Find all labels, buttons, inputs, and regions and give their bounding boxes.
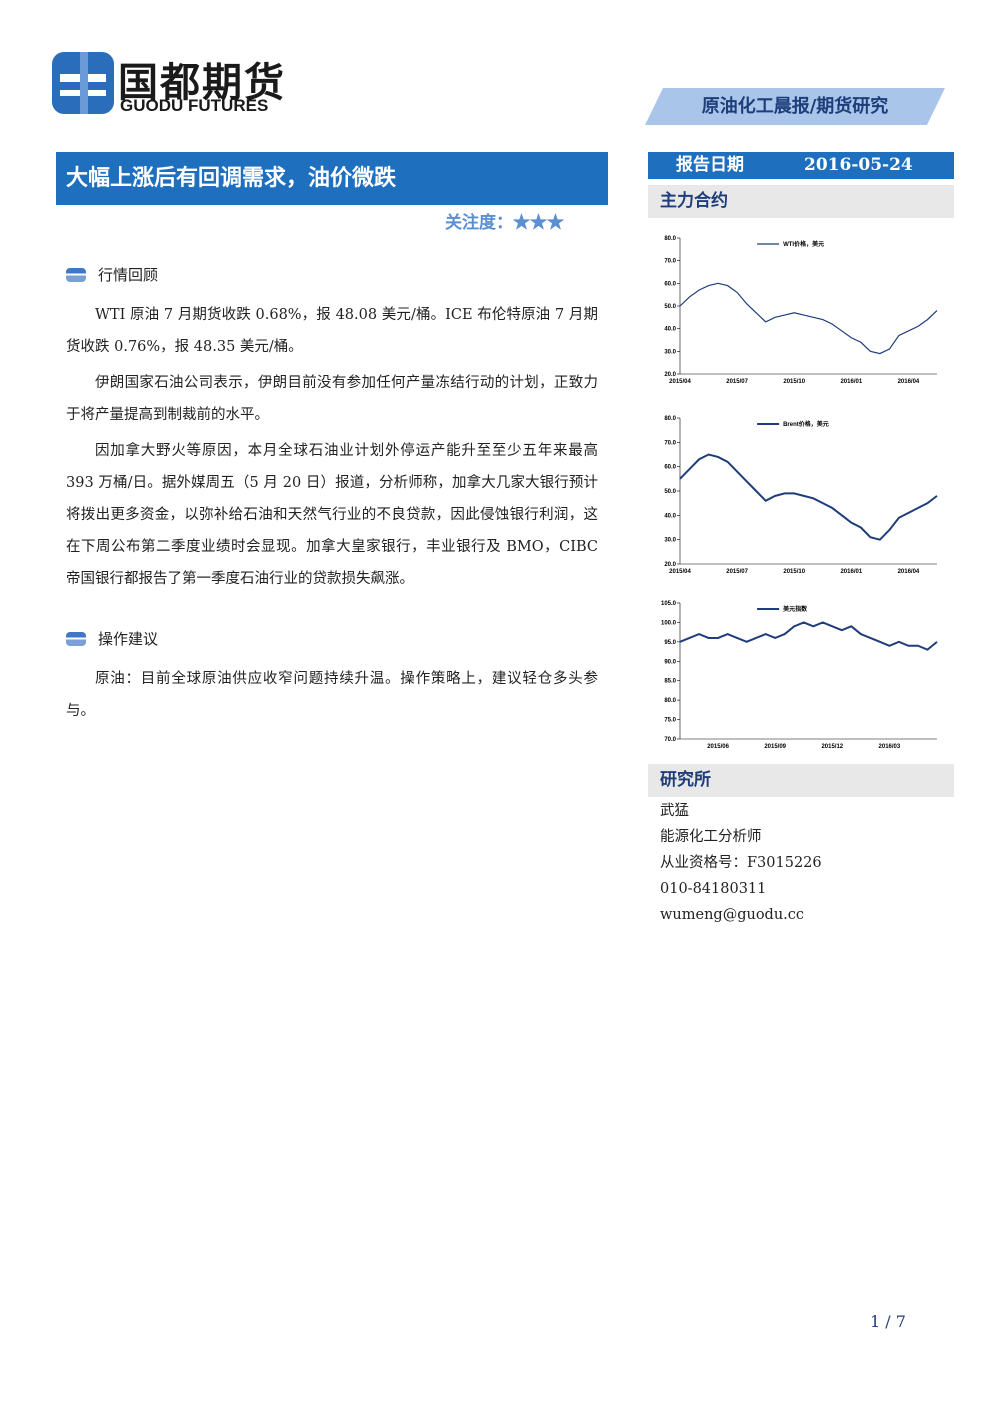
section-heading: 行情回顾	[66, 264, 598, 285]
contact: 能源化工分析师	[660, 829, 762, 845]
attention: 关注度：★★★	[445, 208, 564, 233]
x-tick-label: 2015/12	[821, 744, 843, 750]
y-tick-label: 30.0	[664, 538, 676, 544]
data-line	[679, 621, 938, 651]
x-tick-label: 2016/01	[840, 379, 862, 385]
x-tick-label: 2015/09	[764, 744, 786, 750]
heading-text: 行情回顾	[98, 266, 159, 284]
y-tick-label: 60.0	[664, 465, 676, 471]
x-tick-label: 2015/04	[669, 379, 691, 385]
y-tick-label: 50.0	[664, 489, 676, 495]
contact: 从业资格号：F3015226	[660, 855, 822, 871]
y-tick-label: 100.0	[661, 620, 677, 626]
chart: 20.0 30.0 40.0 50.0 60.0 70.0 80.0 2015/04 2015/…	[664, 236, 938, 385]
x-tick-label: 2015/10	[783, 569, 805, 575]
date-label: 报告日期	[676, 155, 744, 175]
paragraph: 伊朗国家石油公司表示，伊朗目前没有参加任何产量冻结行动的计划，正致力于将产量提高…	[66, 375, 598, 423]
y-tick-label: 50.0	[664, 304, 676, 310]
y-tick-label: 70.0	[664, 259, 676, 265]
legend-label: 美元指数	[782, 605, 808, 613]
section: 操作建议 原油：目前全球原油供应收窄问题持续升温。操作策略上，建议轻仓多头参与。	[66, 628, 598, 731]
y-tick-label: 40.0	[664, 513, 676, 519]
legend-label: Brent价格，美元	[783, 420, 829, 428]
y-tick-label: 105.0	[661, 601, 677, 607]
paragraph: 原油：目前全球原油供应收窄问题持续升温。操作策略上，建议轻仓多头参与。	[66, 671, 598, 719]
date-bar: 报告日期 2016-05-24	[648, 152, 954, 179]
y-tick-label: 95.0	[664, 640, 676, 646]
y-tick-label: 70.0	[664, 440, 676, 446]
y-tick-label: 80.0	[664, 236, 676, 242]
date: 2016-05-24	[804, 155, 913, 175]
y-tick-label: 80.0	[664, 416, 676, 422]
x-tick-label: 2016/04	[898, 379, 920, 385]
y-tick-label: 40.0	[664, 327, 676, 333]
report-type: 原油化工晨报/期货研究	[645, 88, 945, 125]
report-title: 大幅上涨后有回调需求，油价微跌	[56, 152, 608, 205]
section-heading: 操作建议	[66, 628, 598, 649]
research-heading: 研究所	[648, 764, 954, 797]
x-tick-label: 2016/04	[898, 569, 920, 575]
x-tick-label: 2016/03	[879, 744, 901, 750]
x-tick-label: 2015/06	[707, 744, 729, 750]
x-tick-label: 2015/07	[726, 379, 748, 385]
data-line	[679, 282, 938, 355]
legend-label: WTI价格，美元	[783, 240, 824, 248]
contact: wumeng@guodu.cc	[660, 907, 805, 923]
y-tick-label: 30.0	[664, 349, 676, 355]
contacts: 武猛 能源化工分析师 从业资格号：F3015226 010-84180311 w…	[660, 798, 822, 928]
y-tick-label: 60.0	[664, 281, 676, 287]
paragraph: WTI 原油 7 月期货收跌 0.68%，报 48.08 美元/桶。ICE 布伦…	[66, 307, 598, 355]
y-tick-label: 20.0	[664, 372, 676, 378]
attention-stars: ★★★	[513, 213, 564, 233]
y-tick-label: 20.0	[664, 562, 676, 568]
heading-text: 操作建议	[98, 630, 159, 648]
contact: 武猛	[660, 803, 689, 819]
contact: 010-84180311	[660, 881, 767, 897]
logo-en: GUODU FUTURES	[120, 96, 269, 115]
x-tick-label: 2016/01	[840, 569, 862, 575]
paragraph: 因加拿大野火等原因，本月全球石油业计划外停运产能升至至少五年来最高 393 万桶…	[66, 443, 598, 587]
section: 行情回顾 WTI 原油 7 月期货收跌 0.68%，报 48.08 美元/桶。I…	[66, 264, 598, 599]
logo-cn: 国都期货	[118, 60, 286, 106]
attention-label: 关注度：	[445, 213, 513, 233]
y-tick-label: 70.0	[664, 737, 676, 743]
x-tick-label: 2015/07	[726, 569, 748, 575]
y-tick-label: 90.0	[664, 659, 676, 665]
y-tick-label: 85.0	[664, 679, 676, 685]
chart: 70.0 75.0 80.0 85.0 90.0 95.0 100.0 105.0 2015/0…	[661, 601, 938, 750]
x-tick-label: 2015/10	[783, 379, 805, 385]
y-tick-label: 80.0	[664, 698, 676, 704]
data-line	[679, 453, 938, 541]
chart: 20.0 30.0 40.0 50.0 60.0 70.0 80.0 2015/04 2015/…	[664, 416, 938, 575]
page-number: 1 / 7	[870, 1312, 906, 1331]
y-tick-label: 75.0	[664, 718, 676, 724]
contracts-heading: 主力合约	[648, 185, 954, 218]
x-tick-label: 2015/04	[669, 569, 691, 575]
logo-icon	[52, 52, 114, 114]
